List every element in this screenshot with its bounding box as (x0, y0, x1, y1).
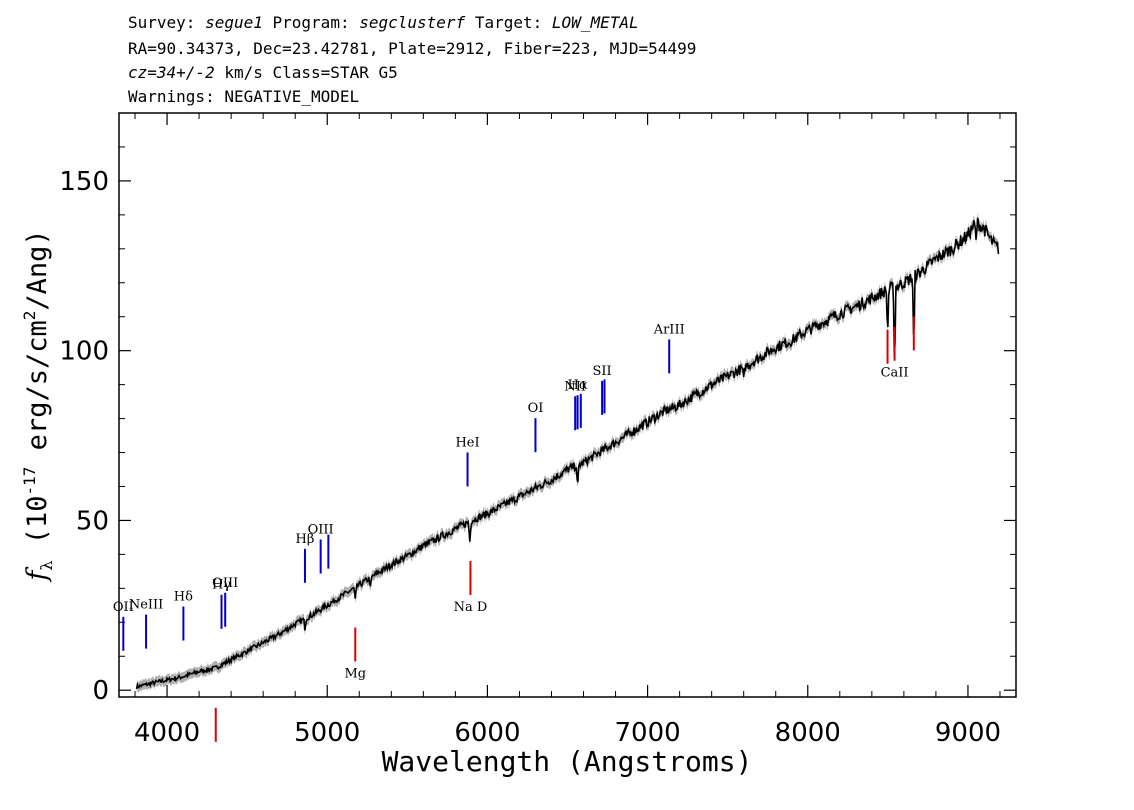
y-tick-label: 100 (59, 337, 109, 367)
header-line-3: cz=34+/-2 km/s Class=STAR G5 (128, 63, 398, 83)
line-marker-label: OIII (308, 523, 334, 538)
x-tick-label: 9000 (935, 718, 1001, 748)
header-line-1: Survey: segue1 Program: segclusterf Targ… (128, 13, 639, 33)
y-axis-label: fλ (10-17 erg/s/cm2/Ang) (20, 229, 56, 582)
line-marker-label: OII (113, 600, 134, 615)
header-line-4: Warnings: NEGATIVE_MODEL (128, 87, 360, 106)
line-marker-label: OI (528, 401, 544, 416)
x-tick-label: 7000 (615, 718, 681, 748)
plot-frame (118, 112, 1017, 698)
line-marker-label: Mg (344, 667, 366, 682)
class-value: km/s Class=STAR G5 (224, 63, 398, 82)
x-tick-label: 5000 (294, 718, 360, 748)
program-label: Program: (272, 13, 350, 32)
spectrum-error-band (136, 212, 999, 694)
line-marker-label: OIII (212, 576, 238, 591)
y-tick-label: 150 (59, 167, 109, 197)
line-marker-label: Hδ (174, 590, 193, 605)
line-marker-label: Hα (568, 378, 588, 393)
line-marker-label: ArIII (653, 322, 685, 337)
line-marker-label: Hβ (296, 532, 315, 547)
line-marker-label: Hγ (212, 578, 231, 593)
target-value: LOW_METAL (551, 13, 639, 32)
x-tick-label: 6000 (454, 718, 520, 748)
line-marker-label: Na D (454, 600, 488, 615)
spectrum-line (135, 217, 1000, 690)
line-marker-label: SII (593, 364, 612, 379)
line-marker-label: HeI (455, 435, 479, 450)
target-label: Target: (474, 13, 543, 32)
line-marker-label: NeIII (129, 598, 163, 613)
y-tick-label: 50 (76, 506, 109, 536)
survey-label: Survey: (128, 13, 196, 32)
program-value: segclusterf (359, 13, 466, 32)
redshift-value: cz=34+/-2 (128, 63, 215, 82)
header-line-2: RA=90.34373, Dec=23.42781, Plate=2912, F… (128, 39, 697, 58)
survey-value: segue1 (205, 13, 263, 32)
y-tick-label: 0 (92, 676, 109, 706)
line-marker-label: NII (564, 379, 586, 394)
x-tick-label: 4000 (134, 718, 200, 748)
line-marker-label: CaII (881, 366, 909, 381)
x-tick-label: 8000 (775, 718, 841, 748)
x-axis-label: Wavelength (Angstroms) (382, 745, 753, 778)
